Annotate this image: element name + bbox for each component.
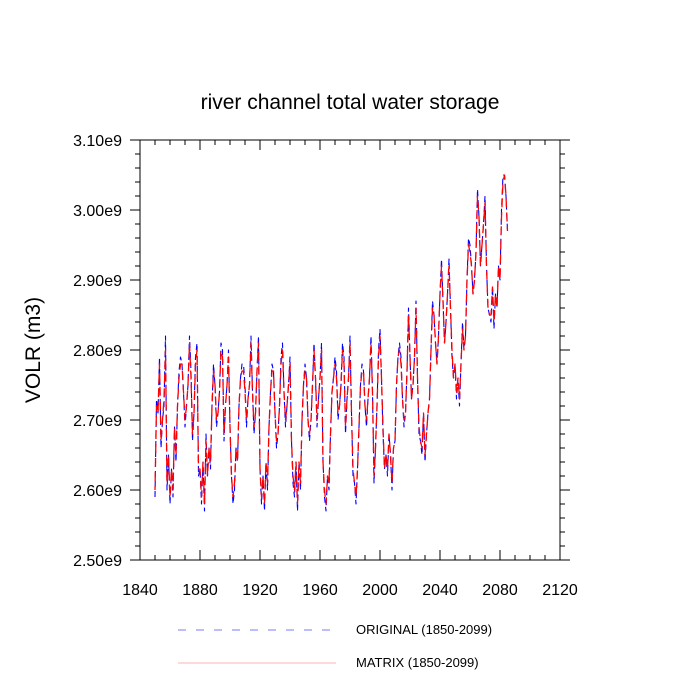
y-tick-label: 2.60e9 (73, 483, 122, 500)
x-tick-labels: 1840 1880 1920 1960 2000 2040 2080 2120 (122, 582, 578, 599)
y-tick-label: 3.10e9 (73, 133, 122, 150)
series-lines (154, 174, 509, 512)
legend-label-matrix: MATRIX (1850-2099) (356, 655, 479, 670)
legend: ORIGINAL (1850-2099) MATRIX (1850-2099) (178, 622, 492, 670)
y-tick-label: 2.90e9 (73, 273, 122, 290)
series-matrix-line (154, 174, 509, 505)
x-tick-label: 2120 (542, 582, 578, 599)
plot-frame (139, 139, 561, 561)
series-original-line (154, 174, 509, 512)
x-tick-label: 1840 (122, 582, 158, 599)
y-tick-labels: 2.50e9 2.60e9 2.70e9 2.80e9 2.90e9 3.00e9 3.10… (73, 133, 122, 570)
chart-title: river channel total water storage (201, 91, 500, 114)
y-tick-label: 2.80e9 (73, 343, 122, 360)
x-tick-label: 2040 (422, 582, 458, 599)
x-tick-label: 2080 (482, 582, 518, 599)
y-axis-label: VOLR (m3) (22, 297, 45, 403)
legend-label-original: ORIGINAL (1850-2099) (356, 622, 492, 637)
y-tick-label: 2.70e9 (73, 413, 122, 430)
y-tick-label: 2.50e9 (73, 553, 122, 570)
y-tick-label: 3.00e9 (73, 203, 122, 220)
x-tick-label: 1880 (182, 582, 218, 599)
x-tick-label: 2000 (362, 582, 398, 599)
x-tick-label: 1960 (302, 582, 338, 599)
axis-ticks (130, 139, 570, 561)
x-tick-label: 1920 (242, 582, 278, 599)
